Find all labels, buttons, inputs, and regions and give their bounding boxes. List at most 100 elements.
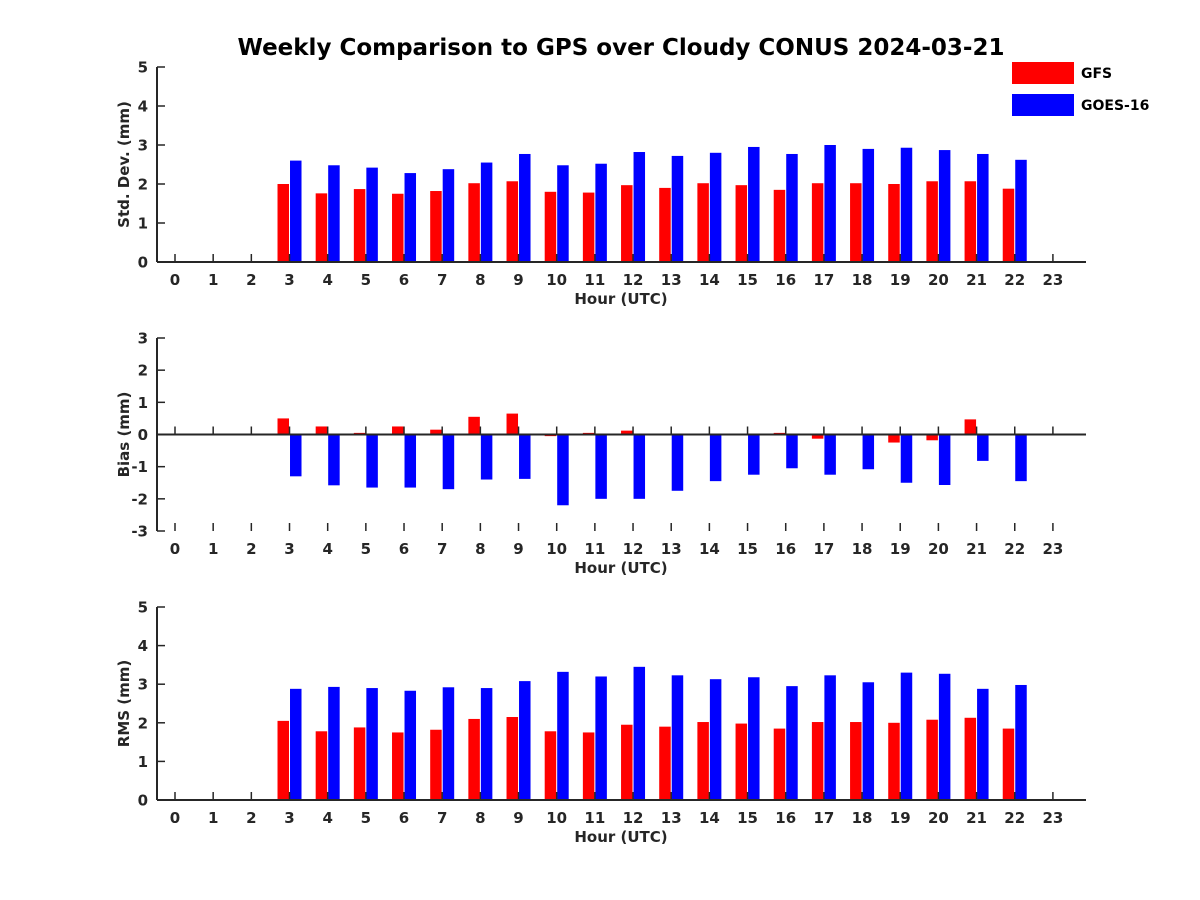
bar-gfs-14: [697, 722, 709, 800]
x-tick-label: 1: [208, 271, 218, 289]
bar-gfs-17: [811, 434, 824, 439]
x-tick-label: 10: [546, 809, 567, 827]
x-tick-label: 9: [513, 809, 523, 827]
bar-goes-16-3: [290, 160, 302, 262]
bar-goes-16-8: [480, 434, 493, 480]
bar-goes-16-17: [824, 675, 836, 800]
bar-goes-16-11: [595, 676, 607, 800]
bar-gfs-10: [544, 731, 557, 800]
y-tick-label: 5: [138, 599, 148, 617]
y-tick-label: 1: [138, 753, 148, 771]
bar-gfs-21: [964, 419, 977, 435]
bar-goes-16-15: [748, 434, 760, 475]
legend-label: GFS: [1081, 66, 1112, 82]
x-tick-label: 16: [775, 271, 796, 289]
x-tick-label: 11: [584, 271, 605, 289]
bar-goes-16-20: [938, 673, 951, 800]
x-tick-label: 7: [437, 271, 447, 289]
x-tick-label: 8: [475, 540, 485, 558]
x-tick-label: 18: [852, 271, 873, 289]
y-tick-label: 2: [138, 176, 148, 194]
x-tick-label: 1: [208, 809, 218, 827]
bar-goes-16-9: [519, 434, 531, 479]
bar-gfs-18: [850, 722, 862, 800]
x-tick-label: 22: [1004, 809, 1025, 827]
bar-gfs-3: [277, 418, 290, 435]
bar-goes-16-17: [824, 434, 836, 475]
bar-goes-16-16: [786, 153, 798, 262]
bar-goes-16-12: [633, 666, 646, 800]
bar-gfs-5: [353, 727, 366, 800]
x-tick-label: 8: [475, 271, 485, 289]
x-tick-label: 15: [737, 809, 758, 827]
bar-goes-16-6: [404, 690, 417, 800]
x-tick-label: 11: [584, 540, 605, 558]
x-tick-label: 23: [1042, 540, 1063, 558]
x-tick-label: 21: [966, 540, 987, 558]
bar-goes-16-5: [366, 688, 378, 800]
bar-goes-16-4: [328, 686, 340, 800]
x-tick-label: 15: [737, 540, 758, 558]
y-tick-label: 2: [138, 362, 148, 380]
bar-gfs-14: [697, 183, 709, 262]
y-tick-label: 2: [138, 714, 148, 732]
y-tick-label: -3: [131, 523, 148, 541]
bar-goes-16-10: [557, 434, 569, 506]
bar-goes-16-10: [557, 165, 569, 262]
bar-goes-16-4: [328, 165, 340, 262]
x-tick-label: 18: [852, 540, 873, 558]
y-tick-label: 0: [138, 426, 148, 444]
x-axis-label: Hour (UTC): [574, 290, 667, 308]
bar-goes-16-6: [404, 434, 417, 488]
bar-gfs-9: [506, 181, 519, 262]
x-tick-label: 4: [322, 540, 332, 558]
bar-goes-16-12: [633, 434, 646, 499]
x-tick-label: 1: [208, 540, 218, 558]
bar-goes-16-6: [404, 173, 417, 262]
bar-gfs-11: [582, 732, 595, 800]
bar-gfs-12: [621, 185, 633, 262]
x-tick-label: 3: [284, 540, 294, 558]
y-tick-label: 4: [138, 98, 148, 116]
bar-goes-16-5: [366, 167, 378, 262]
x-tick-label: 14: [699, 540, 720, 558]
bar-goes-16-22: [1015, 684, 1027, 800]
legend: GFS GOES-16: [1012, 62, 1149, 116]
x-axis-label: Hour (UTC): [574, 828, 667, 846]
bar-gfs-13: [659, 187, 671, 262]
bar-goes-16-4: [328, 434, 340, 486]
bar-goes-16-18: [862, 682, 875, 800]
x-tick-label: 14: [699, 271, 720, 289]
bar-gfs-8: [468, 183, 480, 262]
x-tick-label: 5: [361, 540, 371, 558]
x-tick-label: 9: [513, 540, 523, 558]
x-tick-label: 20: [928, 809, 949, 827]
y-axis-label: Bias (mm): [115, 392, 133, 478]
bar-goes-16-7: [442, 169, 455, 262]
y-axis-label: Std. Dev. (mm): [115, 101, 133, 228]
bar-goes-16-10: [557, 671, 569, 800]
bar-goes-16-21: [977, 153, 989, 262]
bar-gfs-20: [926, 434, 938, 441]
x-tick-label: 17: [813, 271, 834, 289]
bar-gfs-3: [277, 184, 290, 262]
bar-goes-16-13: [671, 434, 684, 491]
bar-gfs-20: [926, 181, 938, 262]
bar-goes-16-14: [709, 152, 722, 262]
x-tick-label: 21: [966, 809, 987, 827]
bar-gfs-13: [659, 726, 671, 800]
bar-gfs-17: [811, 183, 824, 262]
bar-gfs-16: [773, 189, 786, 262]
bar-gfs-18: [850, 183, 862, 262]
bar-goes-16-20: [938, 150, 951, 262]
x-tick-label: 0: [170, 809, 180, 827]
bar-gfs-6: [392, 426, 404, 435]
bar-gfs-15: [735, 185, 748, 262]
x-tick-label: 11: [584, 809, 605, 827]
x-tick-label: 12: [623, 271, 644, 289]
bar-gfs-21: [964, 717, 977, 800]
bar-gfs-21: [964, 181, 977, 262]
